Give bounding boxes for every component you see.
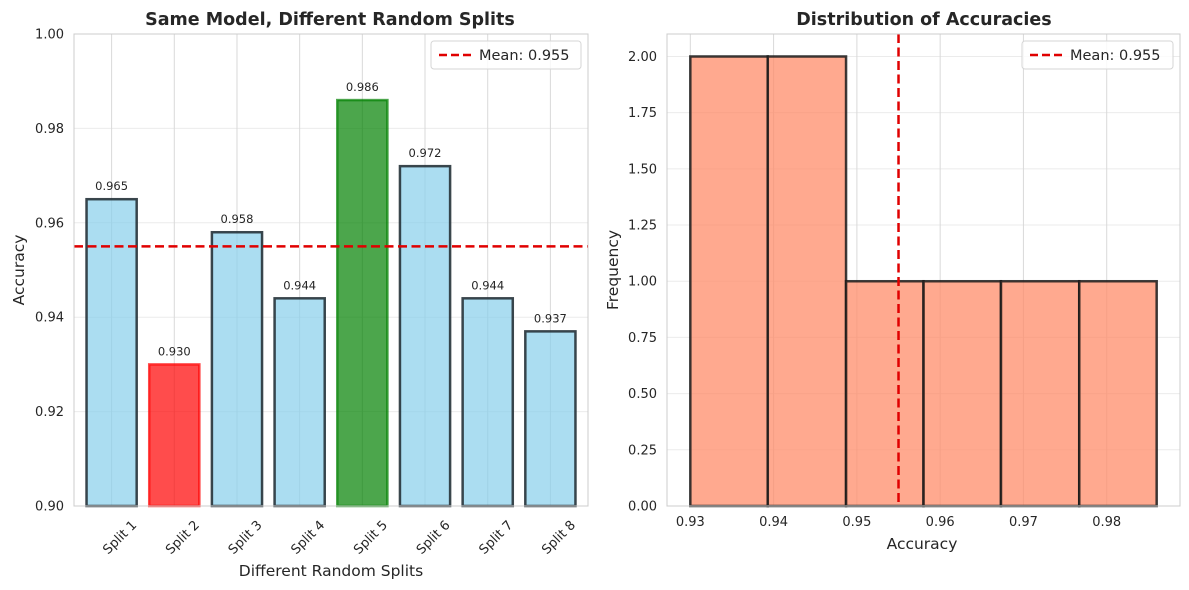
bar-split-5 bbox=[336, 98, 389, 508]
bar-chart-y-tick-label: 0.92 bbox=[35, 405, 64, 420]
histogram-x-tick-label: 0.95 bbox=[842, 515, 871, 530]
bar-chart-legend-label: Mean: 0.955 bbox=[479, 48, 570, 64]
histogram-y-tick-label: 0.00 bbox=[628, 500, 657, 515]
histogram-y-tick-label: 1.25 bbox=[628, 219, 657, 234]
bar-value-label: 0.972 bbox=[409, 146, 442, 160]
bar-chart-x-tick-label: Split 7 bbox=[476, 518, 516, 558]
histogram-bin bbox=[844, 279, 925, 508]
bar-value-label: 0.944 bbox=[283, 278, 316, 292]
histogram-legend-label: Mean: 0.955 bbox=[1070, 48, 1161, 64]
histogram-x-tick-label: 0.98 bbox=[1092, 515, 1121, 530]
histogram-ylabel: Frequency bbox=[604, 230, 622, 310]
bar-chart-y-ticks: 0.90 0.92 0.94 0.96 0.98 1.00 bbox=[35, 28, 64, 515]
bar-chart-y-tick-label: 0.98 bbox=[35, 122, 64, 137]
histogram-frame bbox=[666, 33, 1181, 507]
bar-chart-xlabel: Different Random Splits bbox=[239, 562, 423, 580]
bar-split-7 bbox=[461, 297, 515, 508]
histogram-bin bbox=[999, 279, 1081, 508]
histogram-x-tick-label: 0.93 bbox=[676, 515, 705, 530]
bar-chart-x-tick-label: Split 1 bbox=[100, 518, 140, 558]
bar-value-label: 0.937 bbox=[534, 311, 567, 325]
bar-split-4 bbox=[273, 297, 326, 508]
bar-chart-x-tick-label: Split 2 bbox=[163, 518, 203, 558]
histogram-bin bbox=[766, 55, 848, 508]
bar-chart-value-labels: 0.965 0.930 0.958 0.944 0.986 0.972 0.944 0.937 bbox=[95, 80, 567, 358]
histogram-y-tick-label: 0.50 bbox=[628, 387, 657, 402]
bar-chart-frame bbox=[73, 33, 589, 507]
histogram-legend: Mean: 0.955 bbox=[1021, 40, 1174, 70]
histogram-bin bbox=[689, 55, 770, 508]
histogram-y-tick-label: 1.50 bbox=[628, 162, 657, 177]
bar-chart-title: Same Model, Different Random Splits bbox=[145, 10, 515, 30]
bar-split-6 bbox=[398, 164, 452, 508]
bar-chart-legend: Mean: 0.955 bbox=[430, 40, 582, 70]
bar-value-label: 0.986 bbox=[346, 80, 379, 94]
bar-split-8 bbox=[524, 330, 577, 508]
histogram-bins bbox=[689, 55, 1158, 508]
histogram-xlabel: Accuracy bbox=[887, 535, 958, 553]
bar-split-3 bbox=[210, 230, 264, 508]
histogram-y-tick-label: 2.00 bbox=[628, 50, 657, 65]
histogram-panel: Distribution of Accuracies Accuracy Freq… bbox=[604, 10, 1181, 553]
histogram-y-tick-label: 0.75 bbox=[628, 331, 657, 346]
histogram-title: Distribution of Accuracies bbox=[796, 10, 1051, 30]
bar-chart-y-tick-label: 0.96 bbox=[35, 216, 64, 231]
bar-chart-y-tick-label: 0.90 bbox=[35, 500, 64, 515]
histogram-x-tick-label: 0.96 bbox=[926, 515, 955, 530]
bar-value-label: 0.965 bbox=[95, 179, 128, 193]
histogram-x-tick-label: 0.97 bbox=[1009, 515, 1038, 530]
histogram-y-tick-label: 0.25 bbox=[628, 443, 657, 458]
bar-value-label: 0.944 bbox=[471, 278, 504, 292]
histogram-bin bbox=[1077, 279, 1158, 508]
histogram-y-ticks: 0.00 0.25 0.50 0.75 1.00 1.25 1.50 1.75 2.00 bbox=[628, 50, 657, 515]
bar-chart-x-ticks: Split 1 Split 2 Split 3 Split 4 Split 5 Split… bbox=[100, 518, 579, 558]
bar-chart-y-tick-label: 1.00 bbox=[35, 28, 64, 43]
histogram-x-ticks: 0.93 0.94 0.95 0.96 0.97 0.98 bbox=[676, 515, 1121, 530]
histogram-bin bbox=[922, 279, 1003, 508]
bar-chart-x-tick-label: Split 4 bbox=[288, 518, 328, 558]
histogram-x-tick-label: 0.94 bbox=[759, 515, 788, 530]
bar-chart-x-tick-label: Split 3 bbox=[226, 518, 266, 558]
histogram-y-tick-label: 1.00 bbox=[628, 275, 657, 290]
bar-chart-ylabel: Accuracy bbox=[10, 235, 28, 306]
bar-value-label: 0.958 bbox=[221, 212, 254, 226]
bar-chart-bars bbox=[85, 98, 577, 508]
bar-chart-y-tick-label: 0.94 bbox=[35, 311, 64, 326]
bar-split-2 bbox=[147, 363, 201, 508]
bar-chart-x-tick-label: Split 6 bbox=[414, 518, 454, 558]
histogram-y-tick-label: 1.75 bbox=[628, 106, 657, 121]
bar-value-label: 0.930 bbox=[158, 344, 191, 358]
bar-chart-x-tick-label: Split 8 bbox=[539, 518, 579, 558]
bar-chart-legend-box bbox=[430, 40, 582, 70]
histogram-legend-box bbox=[1021, 40, 1174, 70]
bar-chart-x-tick-label: Split 5 bbox=[351, 518, 391, 558]
bar-chart-panel: Same Model, Different Random Splits Diff… bbox=[10, 10, 589, 580]
